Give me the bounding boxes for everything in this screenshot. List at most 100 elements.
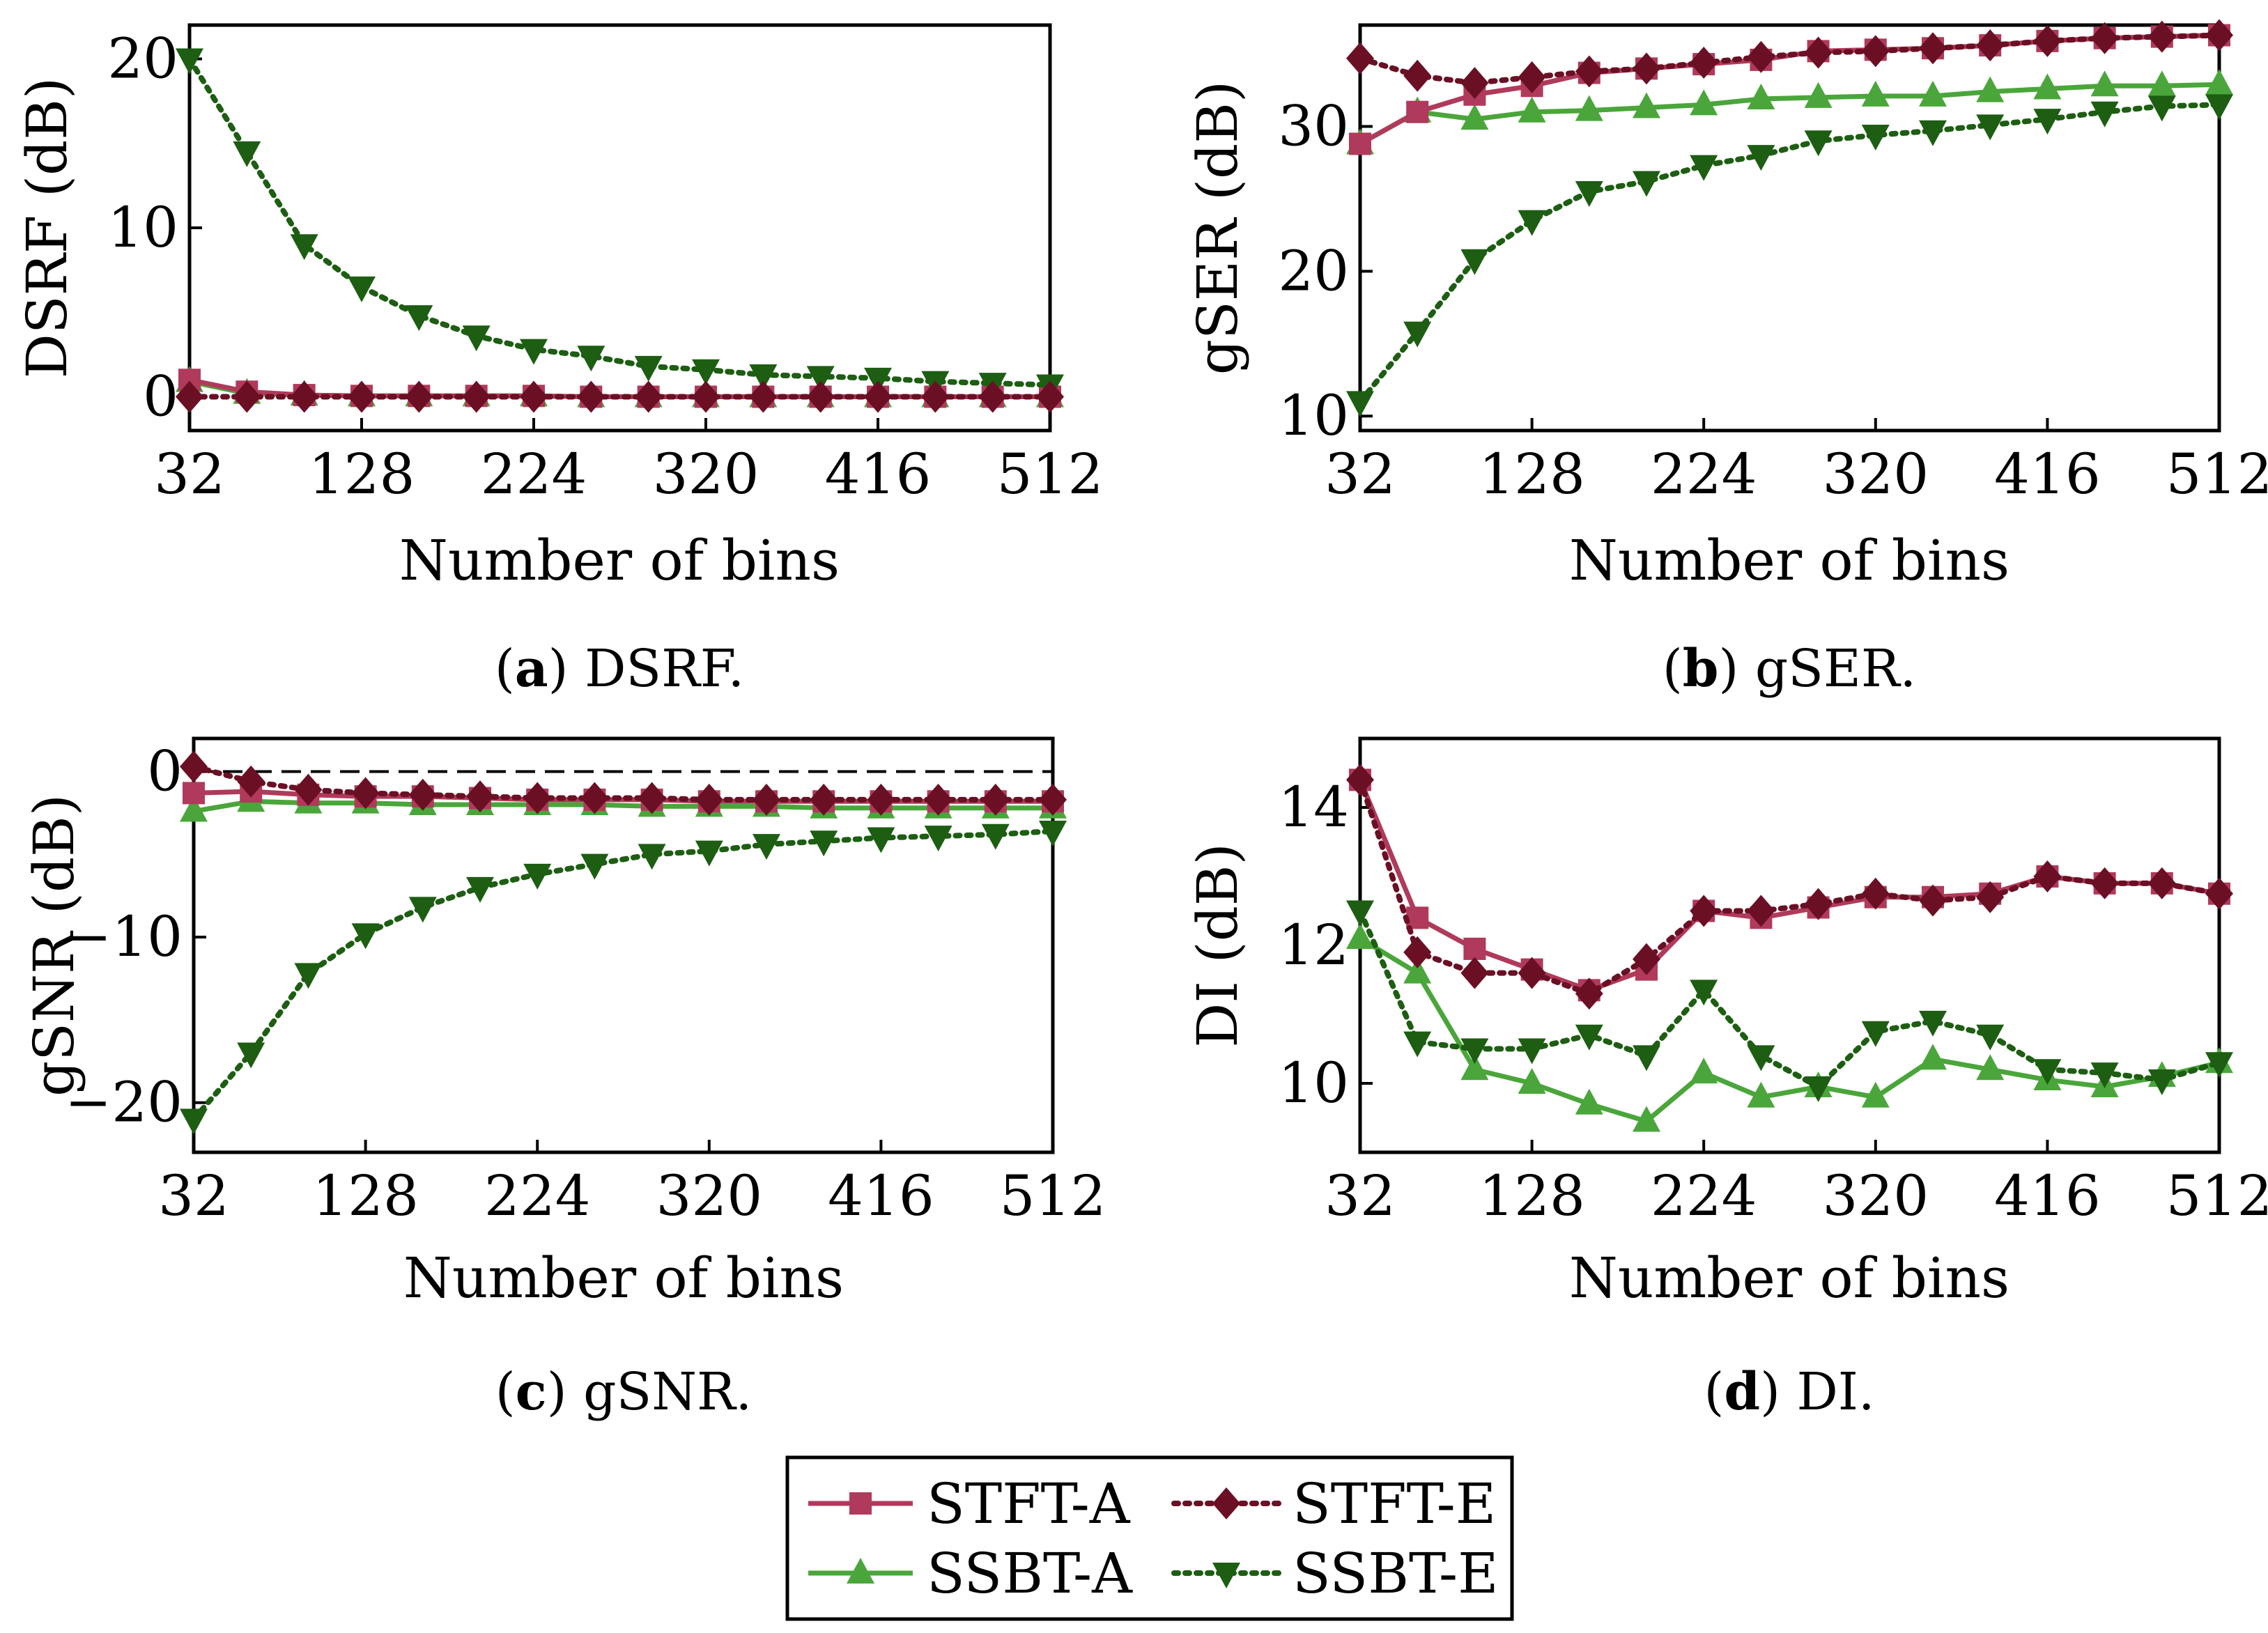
data-point-ssbt-a xyxy=(1747,1081,1775,1108)
data-point-ssbt-e xyxy=(1976,114,2005,141)
x-ticks-c: 32 128 224 320 416 512 xyxy=(158,1140,1106,1228)
caption-c: (c) gSNR. xyxy=(495,1362,752,1422)
plot-frame-b xyxy=(1358,23,2221,433)
data-point-ssbt-e xyxy=(1403,1031,1432,1058)
series-line-stft-a xyxy=(1357,779,2220,993)
caption-open-b: ( xyxy=(1663,639,1683,699)
data-point-stft-a xyxy=(183,782,205,805)
data-point-ssbt-a xyxy=(180,796,208,822)
x-tick-label: 320 xyxy=(656,1163,762,1228)
data-point-stft-e xyxy=(1690,895,1718,927)
data-point-stft-e xyxy=(2033,860,2062,892)
series-line-ssbt-a xyxy=(1359,936,2220,1124)
data-point-ssbt-e xyxy=(864,367,892,394)
data-point-stft-e xyxy=(692,380,720,413)
data-point-ssbt-a xyxy=(1861,1081,1890,1108)
data-point-stft-e xyxy=(348,380,376,413)
data-point-stft-e xyxy=(1919,32,1947,65)
legend-box xyxy=(785,1455,1514,1621)
x-tick-label: 320 xyxy=(1822,442,1929,506)
data-point-ssbt-e xyxy=(580,853,609,880)
caption-letter-d: d xyxy=(1724,1362,1760,1422)
data-point-stft-e xyxy=(1346,764,1374,796)
data-point-ssbt-e xyxy=(2205,1052,2233,1078)
series-line-stft-a xyxy=(193,789,1053,804)
data-point-ssbt-a xyxy=(1919,1044,1947,1070)
data-point-stft-e xyxy=(1633,52,1660,85)
panel-c: 0 −10 −20 32 128 224 320 416 512 Number of bins… xyxy=(22,736,1106,1422)
data-point-stft-e xyxy=(351,777,380,810)
data-point-ssbt-a xyxy=(1690,89,1718,116)
data-point-ssbt-e xyxy=(1575,1024,1603,1051)
data-point-stft-a xyxy=(1406,906,1429,929)
data-point-ssbt-e xyxy=(1804,130,1833,157)
x-tick-label: 320 xyxy=(1822,1163,1929,1228)
x-tick-label: 512 xyxy=(2166,442,2268,506)
y-tick-label: 0 xyxy=(147,739,183,804)
x-tick-label: 224 xyxy=(484,1163,591,1228)
y-tick-label: 20 xyxy=(107,26,178,91)
data-point-ssbt-e xyxy=(1919,1010,1947,1037)
data-point-ssbt-e xyxy=(520,339,548,365)
data-point-ssbt-e xyxy=(462,325,491,352)
legend-marker-ssbt-e xyxy=(1212,1563,1240,1588)
data-point-ssbt-e xyxy=(405,305,433,332)
data-point-ssbt-e xyxy=(806,366,835,392)
data-point-stft-e xyxy=(580,782,609,814)
x-tick-label: 128 xyxy=(1479,442,1585,506)
data-point-ssbt-e xyxy=(2033,1059,2062,1085)
data-point-ssbt-e xyxy=(753,834,780,860)
data-point-ssbt-e xyxy=(2090,101,2119,127)
data-point-ssbt-e xyxy=(867,827,895,853)
series-line-ssbt-a xyxy=(193,798,1053,814)
series-line-ssbt-e xyxy=(187,56,1053,388)
data-point-stft-e xyxy=(1575,977,1603,1010)
data-point-stft-e xyxy=(1861,877,1890,910)
data-point-stft-e xyxy=(2033,24,2062,57)
data-point-stft-e xyxy=(1919,884,1947,917)
x-axis-label-d: Number of bins xyxy=(1569,1246,2009,1310)
data-point-ssbt-a xyxy=(1460,104,1489,130)
data-point-ssbt-e xyxy=(523,863,552,890)
caption-open-c: ( xyxy=(495,1362,516,1422)
data-point-ssbt-a xyxy=(2033,73,2062,100)
data-point-ssbt-e xyxy=(638,844,666,870)
series-line-stft-e xyxy=(1357,777,2222,997)
y-tick-label: 12 xyxy=(1278,913,1349,977)
legend-label-stft-a: STFT-A xyxy=(927,1471,1131,1536)
data-point-ssbt-e xyxy=(2205,94,2233,121)
data-point-ssbt-e xyxy=(2033,109,2062,135)
data-point-ssbt-a xyxy=(1633,92,1660,118)
caption-open-d: ( xyxy=(1704,1362,1724,1422)
data-point-stft-e xyxy=(2205,19,2233,52)
x-tick-label: 512 xyxy=(2166,1163,2268,1228)
data-point-ssbt-e xyxy=(810,830,838,857)
x-tick-label: 32 xyxy=(158,1163,229,1228)
data-point-ssbt-a xyxy=(1460,1054,1489,1081)
data-point-ssbt-a xyxy=(2147,70,2176,97)
x-ticks-a: 32 128 224 320 416 512 xyxy=(154,418,1103,506)
series-line-stft-e xyxy=(1357,32,2222,86)
x-tick-label: 416 xyxy=(1994,442,2101,506)
data-point-stft-e xyxy=(810,783,838,816)
data-point-ssbt-e xyxy=(233,141,261,167)
data-point-ssbt-a xyxy=(1804,82,1833,108)
data-point-stft-e xyxy=(924,783,952,816)
x-tick-label: 32 xyxy=(1325,1163,1396,1228)
data-point-stft-e xyxy=(408,778,437,811)
data-point-stft-e xyxy=(1039,783,1067,816)
data-point-ssbt-e xyxy=(290,234,318,261)
y-tick-label: 10 xyxy=(107,195,178,260)
series-line-ssbt-a xyxy=(1359,82,2220,146)
x-tick-label: 128 xyxy=(312,1163,419,1228)
x-tick-label: 224 xyxy=(481,442,587,506)
caption-close-a: ) xyxy=(548,639,585,699)
x-tick-label: 128 xyxy=(1479,1163,1585,1228)
data-point-stft-e xyxy=(1346,42,1374,75)
data-point-ssbt-a xyxy=(1575,95,1603,121)
data-point-ssbt-e xyxy=(176,48,203,75)
data-point-ssbt-e xyxy=(749,364,778,390)
data-point-stft-e xyxy=(520,380,548,413)
y-ticks-c: 0 −10 −20 xyxy=(65,739,206,1135)
